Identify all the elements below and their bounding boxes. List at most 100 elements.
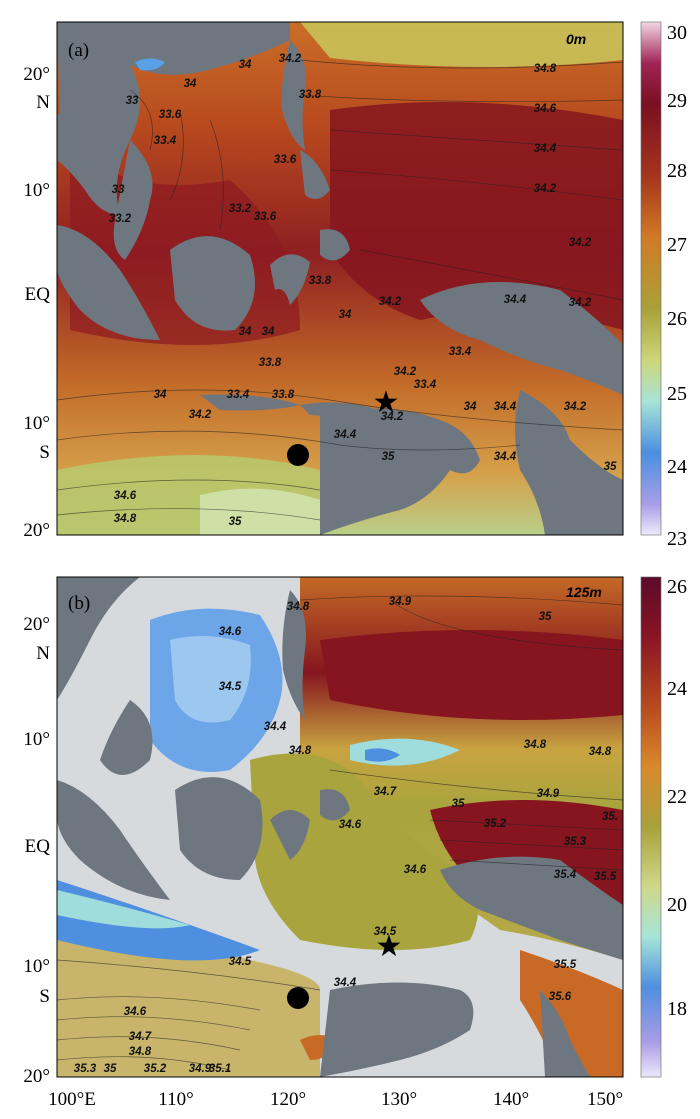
colorbar-a-tick-label: 24 (667, 456, 687, 478)
longitude-label: 150° (587, 1089, 623, 1110)
contour-label: 34.7 (129, 1031, 152, 1043)
latitude-label: S (39, 986, 50, 1007)
latitude-label: EQ (25, 284, 51, 305)
contour-label: 34 (262, 326, 275, 338)
colorbar-a-tick-label: 29 (667, 90, 687, 112)
contour-label: 35.4 (554, 869, 577, 881)
colorbar-b-tick-label: 26 (667, 576, 687, 598)
contour-label: 35 (604, 461, 617, 473)
contour-label: 35.5 (554, 959, 577, 971)
contour-label: 34.8 (114, 513, 137, 525)
contour-label: 33.4 (414, 379, 437, 391)
contour-label: 35.3 (564, 836, 587, 848)
colorbar-b: 26 24 22 20 18 (640, 576, 687, 1078)
contour-label: 34.4 (494, 451, 517, 463)
panel-b-label: (b) (68, 593, 90, 614)
contour-label: 35.2 (144, 1063, 167, 1075)
contour-label: 34 (239, 326, 252, 338)
contour-label: 34.4 (334, 429, 357, 441)
contour-label: 35.5 (594, 871, 617, 883)
colorbar-b-tick-label: 20 (667, 894, 687, 916)
contour-label: 34.8 (289, 745, 312, 757)
contour-label: 34.8 (524, 739, 547, 751)
contour-label: 34.6 (124, 1006, 147, 1018)
colorbar-a-ticks: 30 29 28 27 26 25 24 23 (667, 22, 687, 550)
latitude-label: 20° (23, 1066, 50, 1087)
colorbar-a: 30 29 28 27 26 25 24 23 (640, 21, 687, 550)
contour-label: 35 (539, 611, 552, 623)
latitude-label: EQ (25, 836, 51, 857)
contour-label: 33.8 (309, 275, 332, 287)
contour-label: 33.6 (254, 211, 277, 223)
contour-label: 34.9 (189, 1063, 212, 1075)
contour-label: 34 (154, 389, 167, 401)
contour-label: 33.2 (229, 203, 252, 215)
contour-label: 34.2 (394, 366, 417, 378)
contour-label: 33.6 (159, 109, 182, 121)
contour-label: 34.8 (534, 63, 557, 75)
panel-b-latitude-labels: 20° N 10° EQ 10° S 20° (23, 614, 50, 1087)
latitude-label: 20° (23, 614, 50, 635)
latitude-label: N (36, 92, 50, 113)
contour-label: 34.2 (279, 53, 302, 65)
colorbar-b-tick-label: 24 (667, 678, 687, 700)
contour-label: 33.4 (154, 135, 177, 147)
contour-label: 34.9 (389, 596, 412, 608)
panel-a-map (57, 22, 623, 535)
panel-b-contours (57, 595, 623, 1071)
colorbar-a-tick-label: 30 (667, 22, 687, 44)
contour-label: 34 (184, 78, 197, 90)
contour-label: 34.6 (404, 864, 427, 876)
contour-label: 35.1 (209, 1063, 231, 1075)
panel-a-contours (57, 59, 623, 521)
panel-a-contour-labels: 34.2343433.83333.633.433.633.233.63333.2… (109, 53, 617, 528)
contour-label: 35 (104, 1063, 117, 1075)
latitude-label: 20° (23, 520, 50, 541)
contour-label: 34.2 (379, 296, 402, 308)
longitude-label: 130° (381, 1089, 417, 1110)
contour-label: 34.2 (569, 297, 592, 309)
contour-label: 34.6 (339, 819, 362, 831)
contour-label: 35 (382, 451, 395, 463)
latitude-label: 10° (23, 413, 50, 434)
contour-label: 34 (464, 401, 477, 413)
colorbar-b-ticks: 26 24 22 20 18 (667, 576, 687, 1020)
panel-a-frame (56, 21, 624, 536)
longitude-labels: 100°E 110° 120° 130° 140° 150° (48, 1089, 623, 1110)
colorbar-b-tick-label: 22 (667, 786, 687, 808)
longitude-label: 120° (270, 1089, 306, 1110)
panel-b-star-marker: ★ (376, 930, 403, 963)
contour-label: 34 (339, 309, 352, 321)
contour-label: 33.4 (449, 346, 472, 358)
latitude-label: 10° (23, 180, 50, 201)
contour-label: 34.6 (219, 626, 242, 638)
contour-label: 34.4 (534, 143, 557, 155)
panel-b-land (57, 577, 623, 1077)
contour-label: 35 (452, 798, 465, 810)
contour-label: 33.2 (109, 213, 132, 225)
colorbar-a-bar (640, 21, 662, 536)
contour-label: 34.5 (229, 956, 252, 968)
longitude-label: 140° (493, 1089, 529, 1110)
contour-label: 33.6 (274, 154, 297, 166)
panel-a-star-marker: ★ (373, 386, 400, 419)
panel-a-latitude-labels: 20° N 10° EQ 10° S 20° (23, 64, 50, 541)
contour-label: 33.8 (259, 357, 282, 369)
contour-label: 34.8 (287, 601, 310, 613)
panel-a-label: (a) (68, 40, 89, 61)
panel-b-depth-label: 125m (566, 584, 602, 600)
contour-label: 33.4 (227, 389, 250, 401)
contour-label: 34.6 (534, 103, 557, 115)
latitude-label: 10° (23, 729, 50, 750)
colorbar-a-tick-label: 26 (667, 308, 687, 330)
contour-label: 34.6 (114, 490, 137, 502)
colorbar-a-tick-label: 25 (667, 383, 687, 405)
panel-a: (a) 0m 34.2343433.83333.633.433.633.233.… (56, 21, 624, 536)
contour-label: 34.4 (504, 294, 527, 306)
panel-b-circle-marker (287, 987, 309, 1009)
contour-label: 35 (229, 516, 242, 528)
longitude-label: 100°E (48, 1089, 96, 1110)
contour-label: 34.7 (374, 786, 397, 798)
